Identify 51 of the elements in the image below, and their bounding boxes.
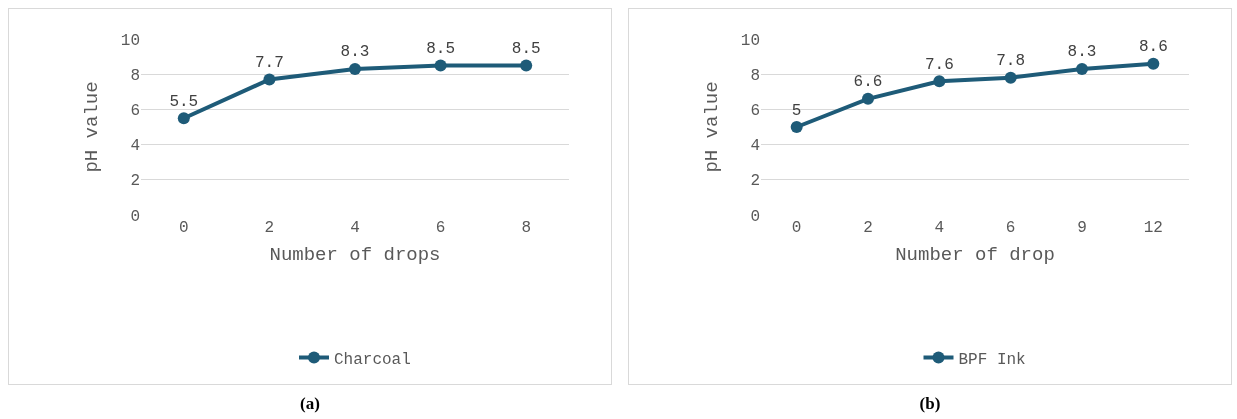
y-tick-label: 6 <box>750 102 760 120</box>
data-label: 7.6 <box>924 55 954 74</box>
y-axis-title: pH value <box>700 81 723 173</box>
y-tick-label: 2 <box>130 172 140 191</box>
x-tick-label: 9 <box>1077 219 1087 237</box>
point <box>790 121 803 133</box>
data-label: 5.5 <box>169 92 199 111</box>
x-tick-label: 4 <box>350 219 360 237</box>
text: (a) <box>299 394 321 414</box>
x-tick-label: 8 <box>521 219 531 237</box>
data-label: 7.7 <box>254 53 284 72</box>
x-tick-label: 6 <box>435 219 446 237</box>
y-tick-label: 2 <box>750 172 760 191</box>
point <box>933 75 946 88</box>
text: (b) <box>918 394 942 414</box>
x-tick-label: 2 <box>264 219 275 237</box>
x-axis-title: Number of drop <box>895 243 1055 266</box>
data-label: 5 <box>791 101 802 120</box>
point <box>263 73 276 86</box>
data-label: 6.6 <box>853 73 883 92</box>
point <box>1076 62 1088 75</box>
data-label: 8.3 <box>1067 43 1097 62</box>
data-label: 7.8 <box>996 52 1026 71</box>
data-label: 8.3 <box>340 43 370 62</box>
y-tick-label: 4 <box>130 137 140 156</box>
x-tick-label: 2 <box>863 219 873 237</box>
y-tick-label: 10 <box>740 31 760 50</box>
x-tick-label: 6 <box>1005 219 1016 237</box>
point <box>177 112 190 125</box>
y-tick-label: 6 <box>130 102 140 120</box>
legend-label: BPF Ink <box>958 350 1026 369</box>
point <box>349 62 361 75</box>
x-tick-label: 12 <box>1143 219 1163 237</box>
y-tick-label: 8 <box>750 66 760 85</box>
x-axis-title: Number of drops <box>269 243 441 266</box>
point <box>1147 57 1160 70</box>
point <box>434 59 447 72</box>
x-tick-label: 0 <box>791 219 802 237</box>
point <box>1004 71 1017 84</box>
x-tick-label: 0 <box>179 219 189 237</box>
point <box>520 59 533 72</box>
point <box>862 92 874 105</box>
y-tick-label: 10 <box>120 31 140 50</box>
data-label: 8.5 <box>426 39 456 58</box>
x-tick-label: 4 <box>934 219 945 237</box>
y-axis-title: pH value <box>80 81 103 173</box>
legend-label: Charcoal <box>334 350 411 369</box>
data-label: 8.6 <box>1138 38 1168 57</box>
y-tick-label: 4 <box>750 137 760 156</box>
data-label: 8.5 <box>511 39 541 58</box>
y-tick-label: 8 <box>130 66 140 85</box>
